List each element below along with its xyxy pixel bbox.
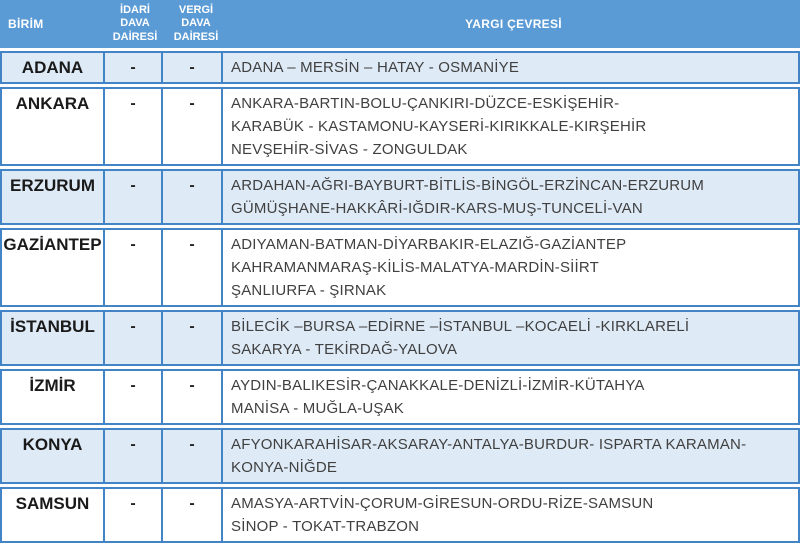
table-row-erzurum: ERZURUM - - ARDAHAN-AĞRI-BAYBURT-BİTLİS-… [0,169,800,225]
idari-dava-cell: - [105,430,163,482]
province-list-line: SAKARYA - TEKİRDAĞ-YALOVA [231,341,458,358]
province-list-line: ANKARA-BARTIN-BOLU-ÇANKIRI-DÜZCE-ESKİŞEH… [231,95,620,112]
yargi-cevresi-cell: ADANA – MERSİN – HATAY - OSMANİYE [223,53,798,82]
unit-cell: ANKARA [2,89,105,164]
vergi-dava-cell: - [163,371,223,423]
table-row-ankara: ANKARA - - ANKARA-BARTIN-BOLU-ÇANKIRI-DÜ… [0,87,800,166]
unit-cell: KONYA [2,430,105,482]
header-line: DAİRESİ [112,30,158,43]
province-list-line: AFYONKARAHİSAR-AKSARAY-ANTALYA-BURDUR- I… [231,436,747,453]
idari-dava-cell: - [105,53,163,82]
vergi-dava-cell: - [163,489,223,541]
yargi-cevresi-cell: ARDAHAN-AĞRI-BAYBURT-BİTLİS-BİNGÖL-ERZİN… [223,171,798,223]
idari-dava-cell: - [105,312,163,364]
table-row-konya: KONYA - - AFYONKARAHİSAR-AKSARAY-ANTALYA… [0,428,800,484]
header-line: DAVA [181,17,211,30]
idari-dava-cell: - [105,489,163,541]
table-row-gaziantep: GAZİANTEP - - ADIYAMAN-BATMAN-DİYARBAKIR… [0,228,800,307]
province-list-line: ADIYAMAN-BATMAN-DİYARBAKIR-ELAZIĞ-GAZİAN… [231,236,627,253]
province-list-line: KAHRAMANMARAŞ-KİLİS-MALATYA-MARDİN-SİİRT [231,259,600,276]
province-list-line: SİNOP - TOKAT-TRABZON [231,518,420,535]
idari-dava-cell: - [105,89,163,164]
province-list-line: KONYA-NİĞDE [231,459,338,476]
header-cell-birim: BİRİM [8,17,44,31]
table-row-istanbul: İSTANBUL - - BİLECİK –BURSA –EDİRNE –İST… [0,310,800,366]
vergi-dava-cell: - [163,89,223,164]
province-list-line: AMASYA-ARTVİN-ÇORUM-GİRESUN-ORDU-RİZE-SA… [231,495,654,512]
province-list-line: ARDAHAN-AĞRI-BAYBURT-BİTLİS-BİNGÖL-ERZİN… [231,177,705,194]
idari-dava-cell: - [105,371,163,423]
unit-cell: İZMİR [2,371,105,423]
yargi-cevresi-cell: AYDIN-BALIKESİR-ÇANAKKALE-DENİZLİ-İZMİR-… [223,371,798,423]
vergi-dava-cell: - [163,53,223,82]
unit-cell: ADANA [2,53,105,82]
vergi-dava-cell: - [163,171,223,223]
unit-cell: İSTANBUL [2,312,105,364]
unit-cell: ERZURUM [2,171,105,223]
header-line: VERGİ [178,3,214,16]
province-list-line: BİLECİK –BURSA –EDİRNE –İSTANBUL –KOCAEL… [231,318,690,335]
province-list-line: KARABÜK - KASTAMONU-KAYSERİ-KIRIKKALE-KI… [231,118,647,135]
header-cell-yargi-cevresi: YARGI ÇEVRESİ [465,17,562,31]
yargi-cevresi-cell: AFYONKARAHİSAR-AKSARAY-ANTALYA-BURDUR- I… [223,430,798,482]
province-list-line: ADANA – MERSİN – HATAY - OSMANİYE [231,59,520,76]
yargi-cevresi-cell: ADIYAMAN-BATMAN-DİYARBAKIR-ELAZIĞ-GAZİAN… [223,230,798,305]
header-line: DAVA [120,17,150,30]
yargi-cevresi-cell: ANKARA-BARTIN-BOLU-ÇANKIRI-DÜZCE-ESKİŞEH… [223,89,798,164]
vergi-dava-cell: - [163,230,223,305]
table-row-adana: ADANA - - ADANA – MERSİN – HATAY - OSMAN… [0,51,800,84]
province-list-line: GÜMÜŞHANE-HAKKÂRİ-IĞDIR-KARS-MUŞ-TUNCELİ… [231,200,643,217]
header-cell-idari-dava-dairesi: İDARİ DAVA DAİRESİ [105,0,165,48]
header-line: DAİRESİ [173,30,219,43]
header-cell-vergi-dava-dairesi: VERGİ DAVA DAİRESİ [165,0,227,48]
unit-cell: SAMSUN [2,489,105,541]
table-row-izmir: İZMİR - - AYDIN-BALIKESİR-ÇANAKKALE-DENİ… [0,369,800,425]
province-list-line: AYDIN-BALIKESİR-ÇANAKKALE-DENİZLİ-İZMİR-… [231,377,645,394]
idari-dava-cell: - [105,230,163,305]
province-list-line: ŞANLIURFA - ŞIRNAK [231,282,387,299]
table-header: BİRİM İDARİ DAVA DAİRESİ VERGİ DAVA DAİR… [0,0,800,48]
header-line: İDARİ [120,3,150,16]
idari-dava-cell: - [105,171,163,223]
vergi-dava-cell: - [163,312,223,364]
table-row-samsun: SAMSUN - - AMASYA-ARTVİN-ÇORUM-GİRESUN-O… [0,487,800,543]
yargi-cevresi-cell: BİLECİK –BURSA –EDİRNE –İSTANBUL –KOCAEL… [223,312,798,364]
province-list-line: NEVŞEHİR-SİVAS - ZONGULDAK [231,141,468,158]
yargi-cevresi-cell: AMASYA-ARTVİN-ÇORUM-GİRESUN-ORDU-RİZE-SA… [223,489,798,541]
unit-cell: GAZİANTEP [2,230,105,305]
vergi-dava-cell: - [163,430,223,482]
province-list-line: MANİSA - MUĞLA-UŞAK [231,400,404,417]
